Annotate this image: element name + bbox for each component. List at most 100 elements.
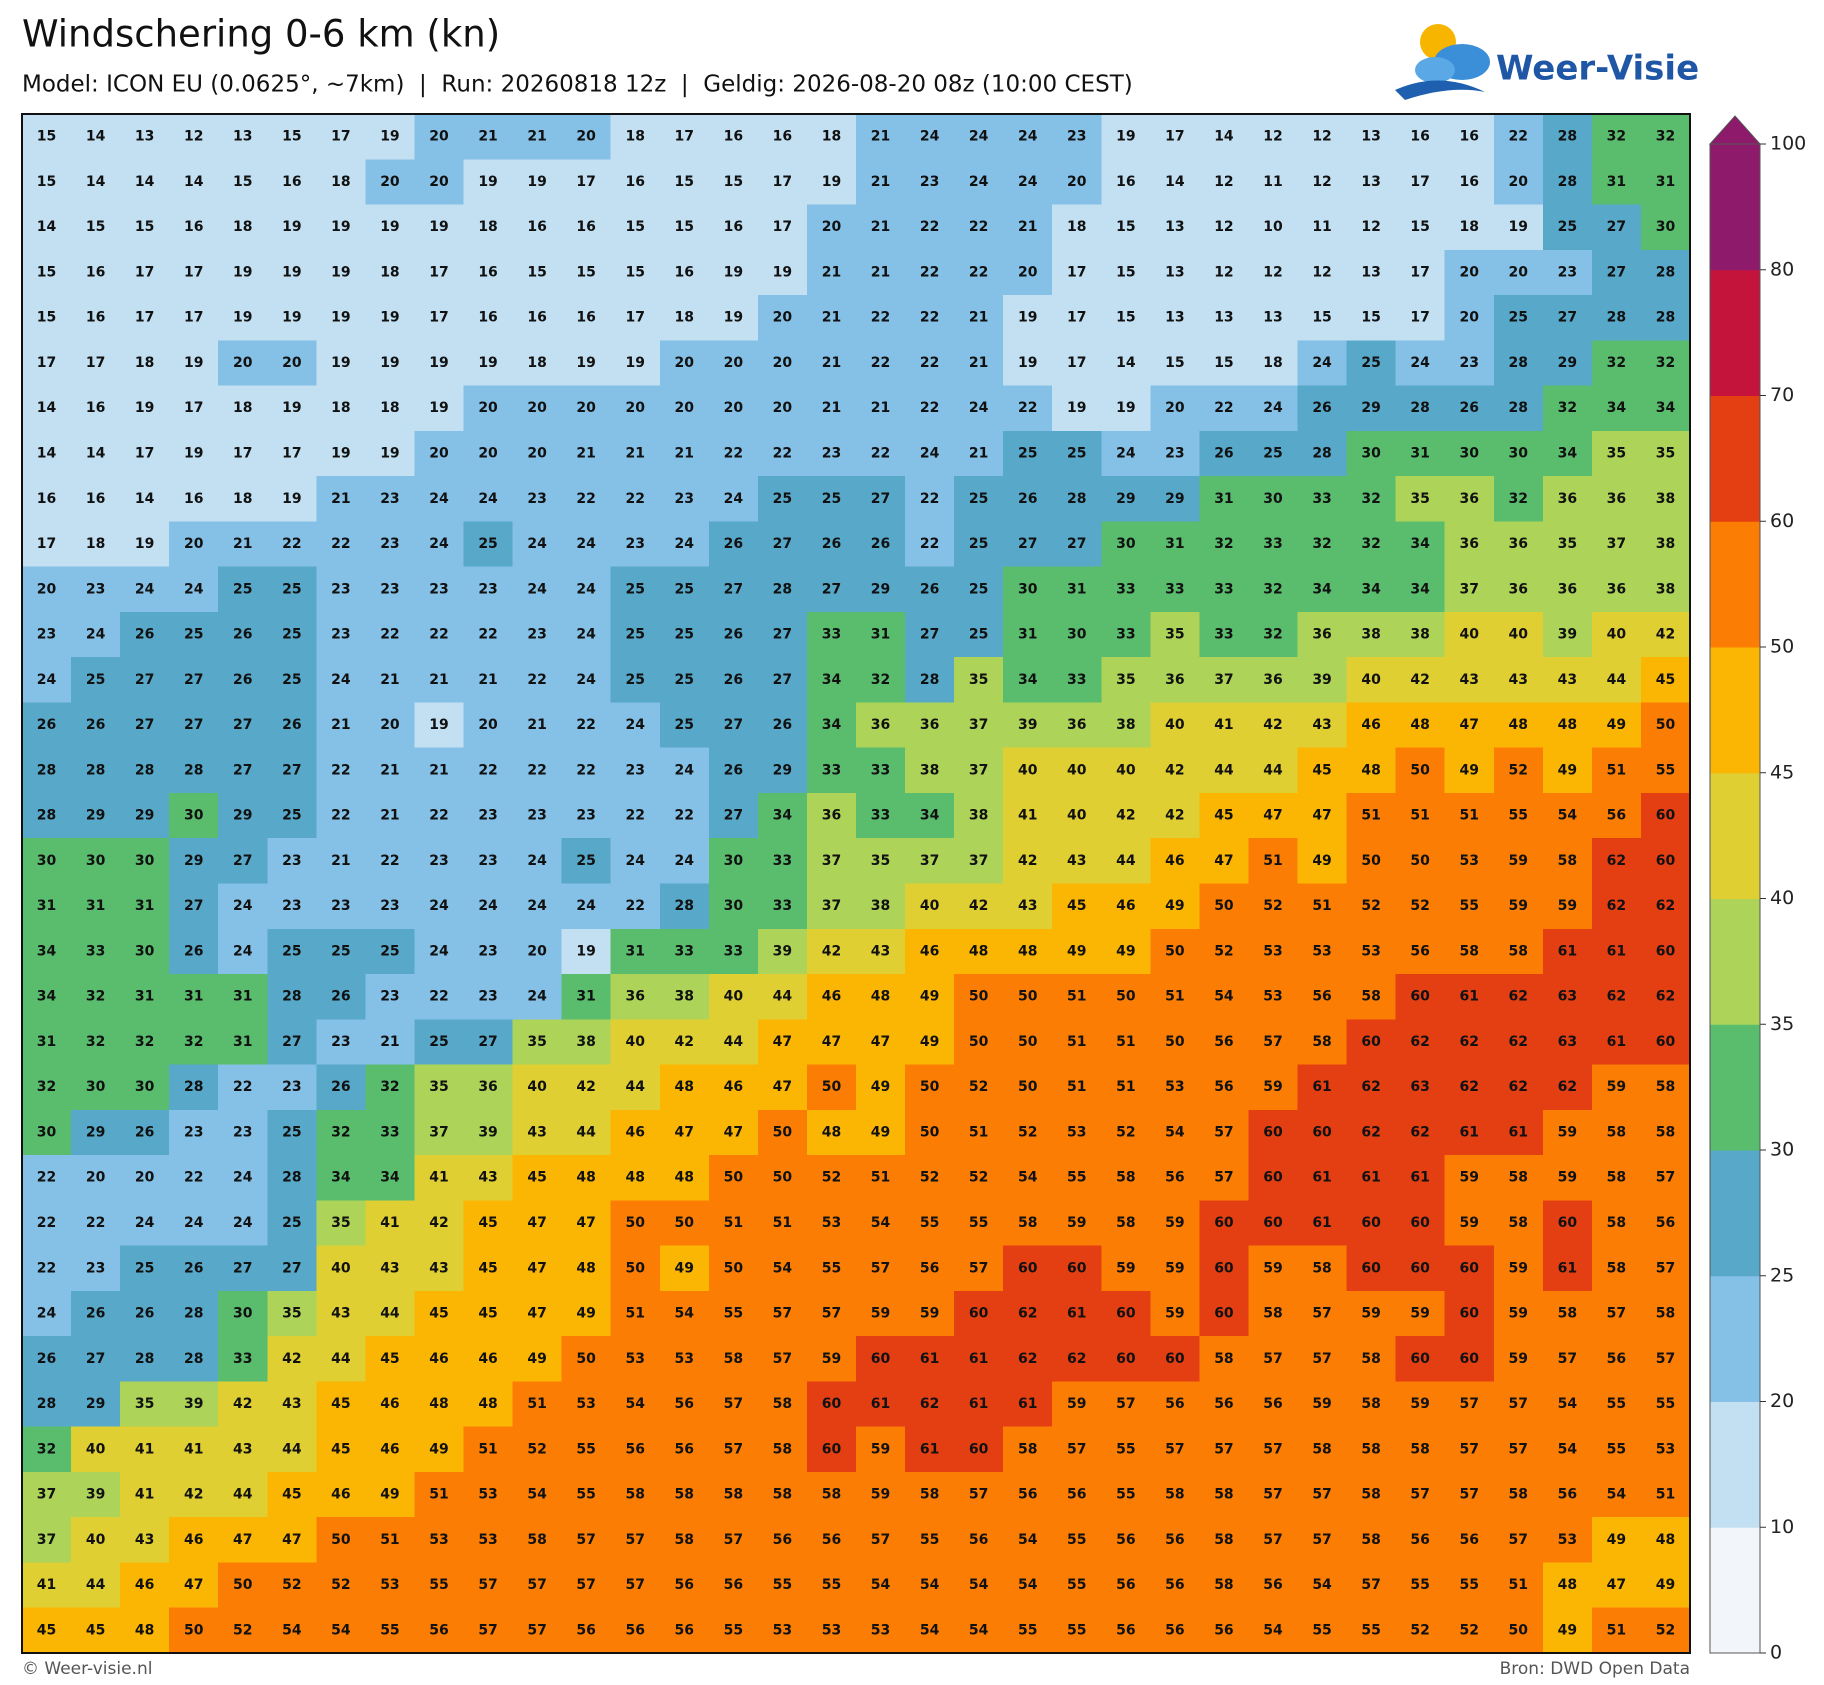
shear-cell [1297, 476, 1348, 522]
shear-value: 25 [282, 1124, 301, 1140]
shear-cell [1297, 430, 1348, 477]
shear-value: 58 [724, 1351, 743, 1367]
shear-value: 28 [1410, 400, 1429, 416]
shear-value: 26 [135, 1124, 154, 1140]
shear-cell [856, 476, 906, 522]
shear-value: 19 [1018, 310, 1037, 326]
shear-value: 26 [233, 627, 252, 643]
shear-value: 23 [527, 491, 546, 507]
shear-value: 51 [1116, 1079, 1135, 1095]
shear-cell [1003, 521, 1053, 568]
shear-value: 36 [1459, 536, 1478, 552]
shear-value: 50 [1018, 989, 1038, 1005]
shear-value: 24 [576, 672, 596, 688]
shear-value: 57 [1312, 1351, 1331, 1367]
shear-value: 59 [1165, 1260, 1184, 1276]
shear-value: 17 [773, 174, 792, 190]
shear-value: 20 [478, 445, 498, 461]
shear-value: 56 [1410, 943, 1429, 959]
shear-value: 49 [1459, 762, 1478, 778]
shear-value: 24 [920, 445, 940, 461]
shear-value: 61 [1607, 1034, 1626, 1050]
shear-value: 59 [1067, 1396, 1086, 1412]
shear-value: 60 [822, 1396, 842, 1412]
colorbar-tick-label: 0 [1770, 1642, 1782, 1664]
shear-value: 28 [773, 581, 792, 597]
shear-value: 40 [1459, 627, 1479, 643]
shear-value: 30 [37, 853, 57, 869]
shear-value: 21 [871, 219, 890, 235]
shear-cell [463, 566, 514, 613]
shear-value: 25 [380, 943, 399, 959]
shear-cell [1199, 476, 1250, 522]
shear-value: 58 [1656, 1079, 1675, 1095]
shear-value: 49 [675, 1260, 694, 1276]
shear-cell [169, 114, 219, 160]
shear-value: 19 [331, 355, 350, 371]
shear-value: 57 [1214, 1124, 1233, 1140]
shear-value: 31 [1214, 491, 1233, 507]
colorbar-segment [1710, 1401, 1760, 1528]
shear-value: 25 [773, 491, 792, 507]
shear-value: 37 [37, 1532, 56, 1548]
shear-value: 20 [576, 129, 596, 145]
shear-value: 58 [1361, 1487, 1380, 1503]
shear-value: 22 [429, 627, 448, 643]
shear-value: 34 [920, 808, 940, 824]
shear-cell [806, 340, 857, 387]
shear-cell [1297, 204, 1348, 251]
shear-value: 24 [184, 581, 204, 597]
shear-cell [1591, 295, 1642, 341]
shear-cell [1542, 204, 1593, 251]
shear-value: 39 [773, 943, 792, 959]
shear-value: 57 [871, 1260, 890, 1276]
shear-value: 26 [1312, 400, 1331, 416]
shear-value: 22 [331, 808, 350, 824]
shear-value: 52 [1656, 1622, 1675, 1638]
shear-value: 24 [1410, 355, 1430, 371]
shear-value: 24 [527, 581, 547, 597]
shear-value: 15 [37, 264, 56, 280]
shear-value: 56 [1558, 1487, 1577, 1503]
shear-value: 59 [1509, 853, 1528, 869]
shear-value: 61 [920, 1441, 939, 1457]
shear-cell [316, 430, 367, 477]
shear-value: 59 [1558, 1124, 1577, 1140]
shear-cell [1003, 476, 1053, 522]
shear-value: 38 [871, 898, 890, 914]
shear-cell [1150, 521, 1201, 568]
shear-value: 61 [1509, 1124, 1528, 1140]
shear-value: 30 [86, 1079, 106, 1095]
shear-cell [1395, 204, 1446, 251]
shear-cell [1003, 385, 1053, 432]
shear-cell [267, 114, 317, 160]
shear-value: 37 [429, 1124, 448, 1140]
shear-value: 56 [1459, 1532, 1478, 1548]
shear-value: 31 [135, 898, 154, 914]
shear-cell [856, 566, 906, 613]
shear-value: 32 [1263, 581, 1282, 597]
shear-value: 25 [478, 536, 497, 552]
shear-value: 22 [37, 1170, 56, 1186]
shear-cell [1101, 340, 1151, 387]
shear-value: 18 [478, 219, 497, 235]
shear-value: 23 [86, 581, 105, 597]
shear-value: 58 [1361, 1441, 1380, 1457]
shear-value: 32 [1558, 400, 1577, 416]
shear-cell [1395, 249, 1446, 296]
shear-cell [512, 249, 563, 296]
shear-value: 42 [969, 898, 988, 914]
shear-value: 27 [871, 491, 890, 507]
shear-value: 48 [1509, 717, 1528, 733]
shear-value: 26 [822, 536, 841, 552]
shear-value: 23 [380, 581, 399, 597]
shear-value: 49 [1656, 1577, 1675, 1593]
shear-cell [1248, 385, 1299, 432]
shear-value: 23 [331, 627, 350, 643]
shear-value: 25 [576, 853, 595, 869]
shear-value: 23 [282, 853, 301, 869]
shear-value: 61 [1459, 1124, 1478, 1140]
shear-value: 57 [1067, 1441, 1086, 1457]
shear-value: 54 [920, 1577, 940, 1593]
shear-cell [463, 204, 514, 251]
